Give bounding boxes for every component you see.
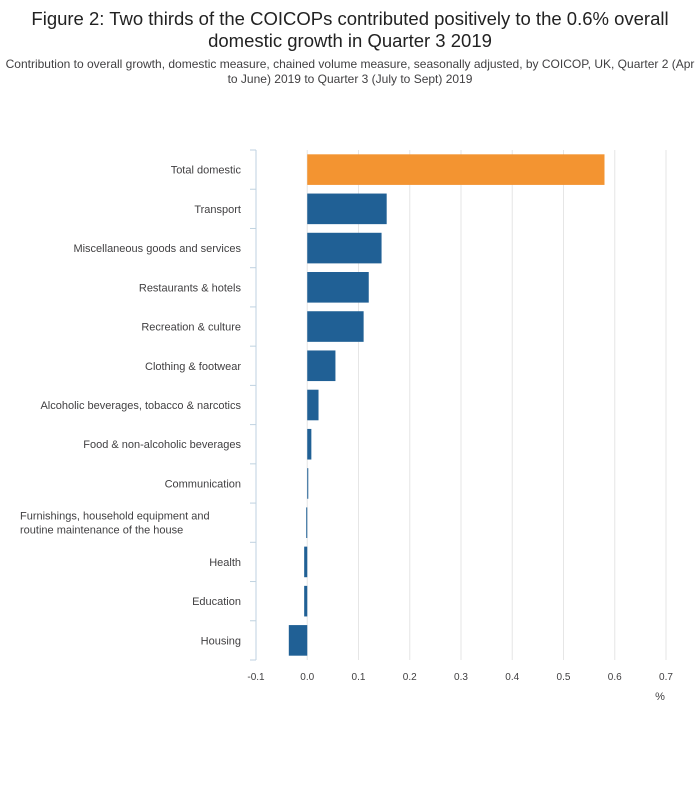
bar-11 [304, 585, 308, 617]
category-label: Food & non-alcoholic beverages [83, 439, 241, 451]
x-tick-label: 0.1 [352, 672, 366, 683]
bar-6 [307, 389, 319, 421]
bar-7 [307, 428, 312, 460]
category-label: Communication [165, 478, 241, 490]
category-label: Miscellaneous goods and services [73, 243, 241, 255]
category-label: Restaurants & hotels [139, 282, 242, 294]
x-tick-label: -0.1 [247, 672, 265, 683]
category-label: Health [209, 557, 241, 569]
category-label: Transport [194, 204, 241, 216]
category-label: Total domestic [171, 165, 242, 177]
category-label: Housing [201, 635, 241, 647]
x-axis-label: % [655, 691, 665, 703]
x-tick-label: 0.0 [300, 672, 314, 683]
x-tick-label: 0.3 [454, 672, 468, 683]
bar-2 [307, 232, 382, 264]
bar-9 [306, 507, 308, 538]
chart-title: Figure 2: Two thirds of the COICOPs cont… [31, 8, 669, 51]
category-label: Recreation & culture [141, 322, 241, 334]
bar-12 [288, 625, 308, 656]
bar-0 [307, 154, 605, 185]
bar-8 [307, 468, 309, 499]
x-tick-label: 0.7 [659, 672, 673, 683]
category-label: Clothing & footwear [145, 361, 241, 373]
bar-10 [304, 546, 308, 578]
bar-5 [307, 350, 336, 382]
category-label: Education [192, 596, 241, 608]
bar-4 [307, 311, 364, 342]
category-label: Furnishings, household equipment and rout… [20, 511, 210, 537]
x-tick-label: 0.6 [608, 672, 622, 683]
x-tick-label: 0.5 [557, 672, 571, 683]
bar-1 [307, 193, 387, 225]
category-label: Alcoholic beverages, tobacco & narcotics [40, 400, 241, 412]
chart-subtitle: Contribution to overall growth, domestic… [5, 57, 695, 86]
bar-3 [307, 272, 369, 303]
x-tick-label: 0.2 [403, 672, 417, 683]
x-tick-label: 0.4 [505, 672, 519, 683]
